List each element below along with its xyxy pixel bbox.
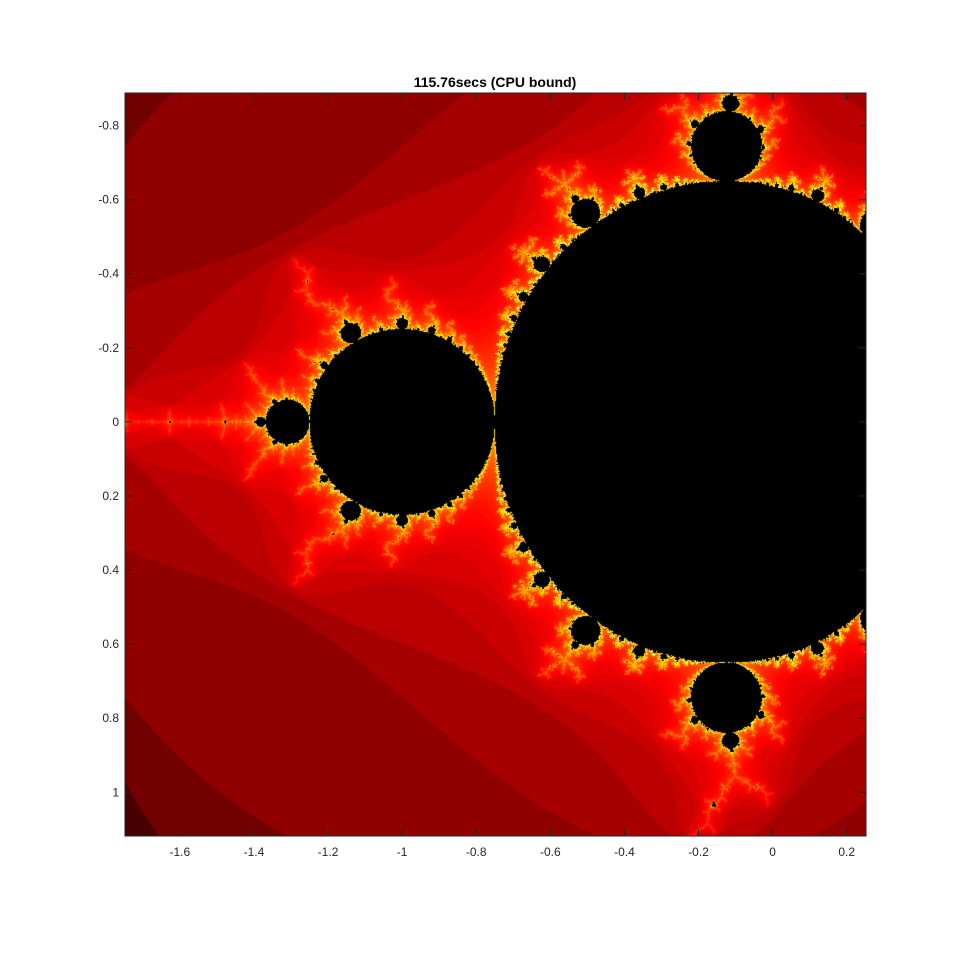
x-tick-label: -0.6 bbox=[540, 845, 561, 859]
y-tick-label: -0.6 bbox=[98, 193, 119, 207]
chart-title: 115.76secs (CPU bound) bbox=[414, 74, 577, 90]
y-tick-label: -0.2 bbox=[98, 341, 119, 355]
x-tick-label: -0.2 bbox=[688, 845, 709, 859]
y-tick-label: 0.8 bbox=[102, 711, 119, 725]
y-axis: -0.8 -0.6 -0.4 -0.2 0 0.2 0.4 0.6 0.8 1 bbox=[98, 119, 866, 799]
x-tick-label: -1 bbox=[397, 845, 408, 859]
mandelbrot-heatmap bbox=[125, 93, 866, 836]
x-tick-label: -1.2 bbox=[318, 845, 339, 859]
x-tick-label: -1.4 bbox=[244, 845, 265, 859]
x-axis: -1.6 -1.4 -1.2 -1 -0.8 -0.6 -0.4 -0.2 0 0.2 bbox=[169, 93, 855, 859]
x-tick-label: 0 bbox=[769, 845, 776, 859]
y-tick-label: 0.2 bbox=[102, 489, 119, 503]
y-tick-label: -0.4 bbox=[98, 267, 119, 281]
axes-box bbox=[124, 92, 867, 837]
x-tick-label: -0.4 bbox=[614, 845, 635, 859]
y-tick-label: 0.4 bbox=[102, 563, 119, 577]
x-tick-label: -1.6 bbox=[169, 845, 190, 859]
plot-area bbox=[125, 93, 866, 836]
x-tick-label: -0.8 bbox=[466, 845, 487, 859]
x-tick-label: 0.2 bbox=[838, 845, 855, 859]
y-tick-label: 1 bbox=[112, 785, 119, 799]
y-tick-label: -0.8 bbox=[98, 119, 119, 133]
y-tick-label: 0 bbox=[112, 415, 119, 429]
y-tick-label: 0.6 bbox=[102, 637, 119, 651]
